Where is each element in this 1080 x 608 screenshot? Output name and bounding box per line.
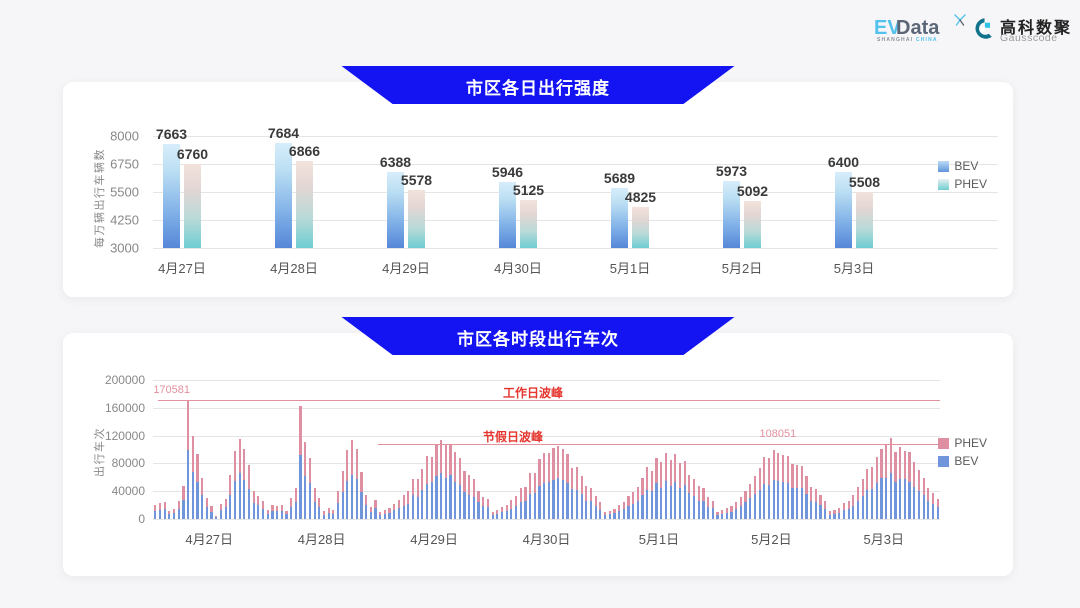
svg-text:Data: Data <box>896 17 940 39</box>
